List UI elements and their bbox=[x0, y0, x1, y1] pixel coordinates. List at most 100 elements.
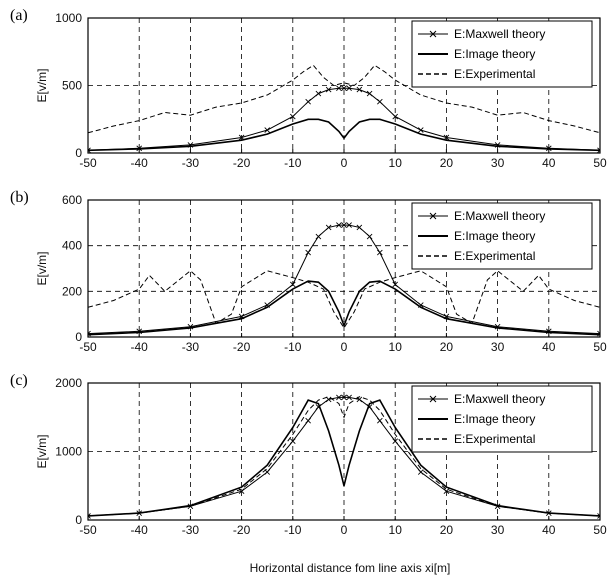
data-point bbox=[346, 222, 352, 228]
x-tick-label: 10 bbox=[389, 156, 403, 170]
panel-0: -50 -40 -30 -20 -10 0 10 20 30 40 5005001000E[v/m]… bbox=[10, 7, 607, 170]
x-tick-label: -10 bbox=[284, 523, 302, 537]
panel-label: (c) bbox=[10, 372, 28, 389]
data-point bbox=[289, 113, 296, 120]
panel-label: (a) bbox=[10, 7, 28, 24]
x-tick-label: 20 bbox=[440, 340, 454, 354]
data-point bbox=[346, 85, 352, 92]
y-tick-label: 0 bbox=[75, 513, 82, 527]
x-tick-label: 40 bbox=[542, 340, 556, 354]
y-tick-label: 2000 bbox=[55, 376, 82, 390]
x-tick-label: 40 bbox=[542, 156, 556, 170]
x-tick-label: -50 bbox=[79, 523, 97, 537]
y-tick-label: 1000 bbox=[55, 11, 82, 25]
series-line-2 bbox=[88, 64, 600, 134]
series-line-1 bbox=[88, 118, 600, 152]
data-point bbox=[88, 147, 91, 153]
data-point bbox=[341, 85, 347, 92]
data-point bbox=[341, 394, 347, 401]
x-tick-label: 20 bbox=[440, 156, 454, 170]
y-axis-label: E[v/m] bbox=[35, 434, 49, 468]
legend-marker bbox=[429, 212, 437, 220]
x-tick-label: 30 bbox=[491, 340, 505, 354]
y-tick-label: 0 bbox=[75, 330, 82, 344]
legend-entry: E:Experimental bbox=[454, 432, 535, 446]
y-axis-label: E[v/m] bbox=[35, 68, 49, 102]
y-tick-label: 400 bbox=[62, 239, 82, 253]
x-tick-label: -20 bbox=[233, 156, 251, 170]
x-tick-label: 30 bbox=[491, 156, 505, 170]
data-point bbox=[377, 417, 383, 424]
legend: E:Maxwell theory E:Image theory E:Experime… bbox=[411, 20, 593, 88]
x-tick-label: -30 bbox=[182, 156, 200, 170]
y-tick-label: 1000 bbox=[55, 445, 82, 459]
legend-entry: E:Image theory bbox=[454, 229, 535, 243]
legend-entry: E:Image theory bbox=[454, 47, 535, 61]
data-point bbox=[88, 513, 91, 519]
x-tick-label: -30 bbox=[182, 340, 200, 354]
x-tick-label: 50 bbox=[593, 156, 607, 170]
x-tick-label: -40 bbox=[131, 340, 149, 354]
x-tick-label: 0 bbox=[341, 156, 348, 170]
data-point bbox=[417, 469, 424, 475]
data-point bbox=[315, 233, 322, 240]
y-tick-label: 200 bbox=[62, 284, 82, 298]
legend-entry: E:Maxwell theory bbox=[454, 392, 545, 406]
x-tick-label: 0 bbox=[341, 523, 348, 537]
panel-1: -50 -40 -30 -20 -10 0 10 20 30 40 50 0 200 400 600 E[v/… bbox=[10, 189, 607, 354]
legend-entry: E:Image theory bbox=[454, 412, 535, 426]
series-line-1 bbox=[88, 399, 600, 517]
data-point bbox=[356, 86, 363, 93]
x-axis-label: Horizontal distance fom line axis xi[m] bbox=[250, 561, 451, 575]
x-tick-label: -30 bbox=[182, 523, 200, 537]
data-point bbox=[325, 86, 332, 93]
y-axis-label: E[v/m] bbox=[35, 251, 49, 285]
data-point bbox=[305, 98, 311, 105]
x-tick-label: -20 bbox=[233, 523, 251, 537]
legend-entry: E:Experimental bbox=[454, 67, 535, 81]
data-point bbox=[341, 222, 347, 228]
data-point bbox=[315, 90, 322, 97]
legend-marker bbox=[429, 395, 437, 403]
x-tick-label: -50 bbox=[79, 156, 97, 170]
data-point bbox=[325, 224, 332, 231]
legend: E:Maxwell theory E:Image theory E:Experime… bbox=[411, 385, 593, 453]
data-point bbox=[377, 249, 383, 256]
x-tick-label: 10 bbox=[389, 340, 403, 354]
y-tick-label: 600 bbox=[62, 193, 82, 207]
series-line-1 bbox=[88, 280, 600, 336]
x-tick-label: -10 bbox=[284, 340, 302, 354]
data-point bbox=[336, 394, 342, 401]
data-point bbox=[356, 224, 363, 231]
data-point bbox=[366, 233, 373, 240]
data-point bbox=[377, 98, 383, 105]
x-tick-label: -10 bbox=[284, 156, 302, 170]
panel-2: -50 -40 -30 -20 -10 0 10 20 30 40 50 0 1000 2000 E[v/m… bbox=[10, 372, 607, 537]
x-tick-label: -40 bbox=[131, 156, 149, 170]
legend-entry: E:Maxwell theory bbox=[454, 27, 545, 41]
data-point bbox=[443, 488, 450, 495]
data-point bbox=[392, 438, 399, 445]
legend-entry: E:Experimental bbox=[454, 249, 535, 263]
x-tick-label: -40 bbox=[131, 523, 149, 537]
legend-marker bbox=[429, 30, 437, 38]
data-point bbox=[346, 394, 352, 401]
x-tick-label: 10 bbox=[389, 523, 403, 537]
data-point bbox=[289, 281, 296, 288]
x-tick-label: 50 bbox=[593, 340, 607, 354]
x-tick-label: 50 bbox=[593, 523, 607, 537]
x-tick-label: -20 bbox=[233, 340, 251, 354]
data-point bbox=[264, 127, 271, 133]
data-point bbox=[289, 438, 296, 445]
data-point bbox=[417, 127, 424, 133]
x-tick-label: 0 bbox=[341, 340, 348, 354]
y-tick-label: 0 bbox=[75, 146, 82, 160]
y-tick-label: 500 bbox=[62, 79, 82, 93]
data-point bbox=[336, 222, 342, 228]
data-point bbox=[305, 249, 311, 256]
x-tick-label: 30 bbox=[491, 523, 505, 537]
legend-entry: E:Maxwell theory bbox=[454, 209, 545, 223]
data-point bbox=[366, 90, 373, 97]
data-point bbox=[392, 113, 399, 120]
